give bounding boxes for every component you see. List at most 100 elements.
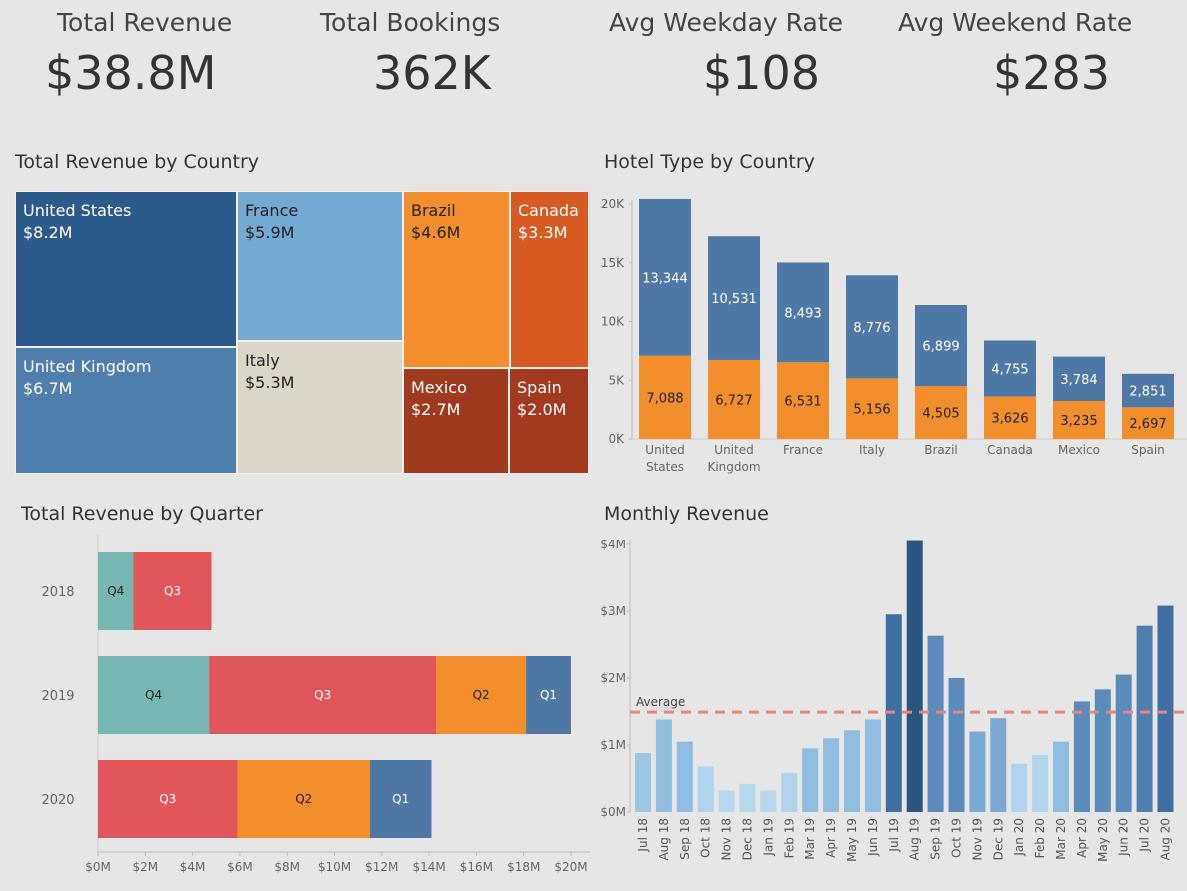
average-label: Average	[636, 695, 685, 709]
month-bar	[844, 730, 860, 812]
x-tick-label: Mar 20	[1054, 818, 1068, 860]
quarter-segment	[133, 552, 212, 630]
treemap-cell-france[interactable]: France $5.9M	[237, 191, 403, 341]
x-tick-label: Aug 18	[657, 818, 671, 861]
quarter-revenue-chart: $0M $2M $4M $6M $8M $10M $12M $14M $16M $18M $20M 2…	[41, 535, 590, 874]
bar-label: 4,505	[922, 407, 959, 422]
x-tick-label: Feb 19	[782, 818, 796, 858]
bar-segment-upper	[984, 340, 1036, 397]
y-tick-label: $0M	[600, 805, 626, 819]
x-tick-label: Apr 19	[824, 818, 838, 858]
treemap-cell-united-states[interactable]: United States $8.2M	[15, 191, 237, 347]
month-bar	[802, 748, 819, 812]
bar-segment-lower	[777, 362, 829, 439]
kpi-label: Avg Weekend Rate	[898, 8, 1133, 37]
month-bar	[1115, 674, 1132, 812]
month-bar	[969, 731, 986, 812]
month-bar	[948, 677, 965, 812]
month-bar	[906, 540, 923, 812]
x-tick-label: Canada	[987, 443, 1033, 457]
x-tick-label: United	[645, 443, 684, 457]
treemap-value: $4.6M	[411, 223, 461, 242]
kpi-value: 362K	[373, 46, 491, 100]
quarter-segment	[237, 760, 370, 838]
x-tick-label: France	[783, 443, 823, 457]
treemap-cell-spain[interactable]: Spain $2.0M	[509, 368, 589, 474]
x-tick-label: $20M	[554, 860, 587, 874]
bar-segment-lower	[984, 396, 1036, 439]
month-bar	[739, 783, 756, 812]
month-bar	[1073, 701, 1090, 812]
x-tick-label: Jun 19	[866, 818, 880, 857]
year-label: 2020	[41, 793, 74, 808]
quarter-label: Q2	[295, 792, 312, 806]
treemap-country: United States	[23, 201, 132, 220]
bar-segment-upper	[846, 275, 898, 379]
bar-label: 6,531	[784, 395, 821, 410]
bar-segment-upper	[1122, 373, 1174, 408]
y-tick-label: 0K	[608, 432, 625, 446]
x-tick-label: Jul 18	[636, 818, 650, 853]
quarter-segment	[98, 656, 210, 734]
bar-label: 8,493	[784, 306, 821, 321]
x-tick-label: Dec 19	[991, 818, 1005, 860]
y-tick-label: 10K	[601, 315, 625, 329]
treemap-value: $5.3M	[245, 373, 295, 392]
x-tick-label: $10M	[318, 860, 351, 874]
month-bar	[1032, 755, 1049, 812]
treemap-cell-italy[interactable]: Italy $5.3M	[237, 341, 403, 474]
x-tick-label: Kingdom	[707, 460, 760, 474]
bar-segment-upper	[639, 198, 691, 356]
treemap-country: France	[245, 201, 299, 220]
month-bar	[697, 766, 714, 812]
y-tick-label: $4M	[600, 540, 626, 551]
kpi-label: Avg Weekday Rate	[609, 8, 843, 37]
monthly-revenue-chart: $0M $1M $2M $3M $4M Jul 18 Aug 18 Sep 18 Oct 18 N…	[600, 540, 1187, 862]
bar-segment-lower	[1122, 407, 1174, 439]
x-tick-label: Jan 19	[761, 818, 775, 857]
bar-segment-upper	[915, 305, 967, 387]
month-bar	[1157, 605, 1174, 812]
bar-label: 7,088	[646, 391, 683, 406]
x-tick-label: May 20	[1096, 818, 1110, 862]
x-tick-label: Italy	[859, 443, 885, 457]
bar-label: 8,776	[853, 321, 890, 336]
quarter-label: Q1	[392, 792, 409, 806]
y-tick-label: $3M	[600, 604, 626, 618]
year-label: 2019	[41, 689, 74, 704]
treemap-cell-brazil[interactable]: Brazil $4.6M	[403, 191, 510, 368]
treemap-cell-united-kingdom[interactable]: United Kingdom $6.7M	[15, 347, 237, 474]
bar-label: 13,344	[642, 271, 688, 286]
x-tick-label: Nov 18	[720, 818, 734, 861]
bar-label: 3,626	[991, 412, 1028, 427]
x-tick-label: May 19	[845, 818, 859, 862]
x-tick-label: Aug 20	[1159, 818, 1173, 861]
bar-segment-upper	[708, 236, 760, 360]
x-tick-label: $2M	[132, 860, 158, 874]
x-tick-label: Jul 19	[887, 818, 901, 853]
quarter-label: Q4	[107, 584, 124, 598]
treemap-country: Brazil	[411, 201, 456, 220]
quarter-segment	[209, 656, 437, 734]
treemap-value: $8.2M	[23, 223, 73, 242]
treemap-value: $2.7M	[411, 400, 461, 419]
quarter-label: Q4	[145, 688, 162, 702]
x-tick-label: $8M	[274, 860, 300, 874]
month-bar	[781, 773, 798, 812]
x-tick-label: Apr 20	[1075, 818, 1089, 858]
hotel-type-chart: 0K 5K 10K 15K 20K 7,088 13,344 United States 6,72…	[601, 197, 1187, 474]
month-bar	[1053, 741, 1069, 812]
treemap-cell-canada[interactable]: Canada $3.3M	[510, 191, 589, 368]
treemap-country: Italy	[245, 351, 280, 370]
x-tick-label: Aug 19	[908, 818, 922, 861]
kpi-value: $283	[993, 46, 1111, 100]
bar-label: 3,784	[1060, 373, 1097, 388]
bar-label: 4,755	[991, 362, 1028, 377]
treemap-country: United Kingdom	[23, 357, 152, 376]
kpi-label: Total Bookings	[320, 8, 501, 37]
kpi-label: Total Revenue	[57, 8, 233, 37]
x-tick-label: Jun 20	[1117, 818, 1131, 857]
bar-label: 5,156	[853, 403, 890, 418]
treemap-cell-mexico[interactable]: Mexico $2.7M	[403, 368, 509, 474]
quarter-label: Q2	[473, 688, 490, 702]
